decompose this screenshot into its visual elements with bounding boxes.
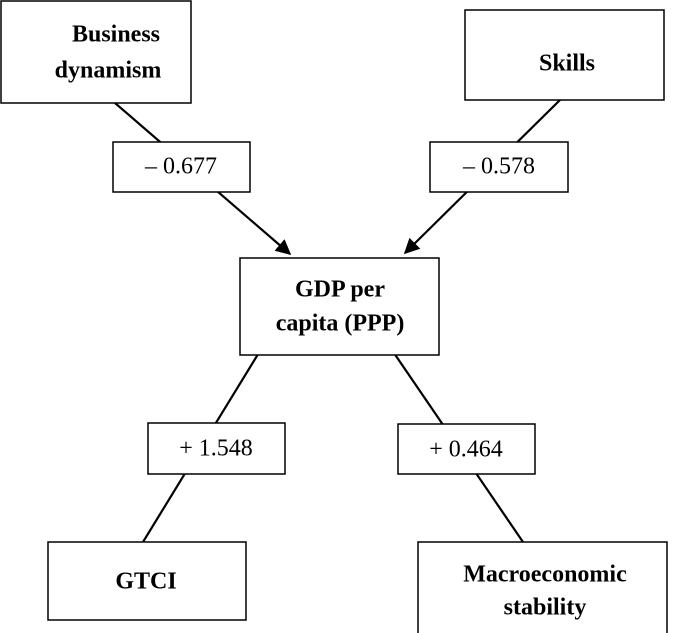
edge-label-box: [112, 141, 251, 193]
node-box: [47, 541, 247, 621]
node-box: [239, 257, 440, 356]
node-label: Skills: [539, 51, 595, 77]
edge-label-text: – 0.578: [462, 154, 535, 180]
node-label: Macroeconomic: [463, 562, 627, 588]
edge-label: + 0.464: [397, 423, 536, 475]
node: GDP per capita (PPP): [239, 257, 440, 356]
node: Macroeconomic stability: [417, 541, 668, 633]
edge-label-box: [147, 422, 286, 475]
node: GTCI: [47, 541, 247, 621]
node-box: [417, 541, 668, 633]
edge-label: – 0.677: [112, 141, 251, 193]
edge-label: – 0.578: [429, 141, 569, 193]
node-box: [0, 0, 192, 104]
edge-label: + 1.548: [147, 422, 286, 475]
edge-label-text: – 0.677: [144, 154, 217, 180]
node-label: dynamism: [55, 58, 162, 84]
node-label: GTCI: [115, 569, 176, 595]
node-label: GDP per: [295, 277, 385, 303]
edge-label-box: [397, 423, 536, 475]
node-label: Business: [72, 22, 160, 48]
node: Business dynamism: [0, 0, 192, 104]
node-label: capita (PPP): [276, 311, 405, 337]
node-box: [464, 9, 665, 101]
node: Skills: [464, 9, 665, 101]
node-label: stability: [504, 595, 587, 621]
edge-label-text: + 1.548: [179, 436, 253, 462]
edge-label-box: [429, 141, 569, 193]
edge-label-text: + 0.464: [429, 437, 503, 463]
